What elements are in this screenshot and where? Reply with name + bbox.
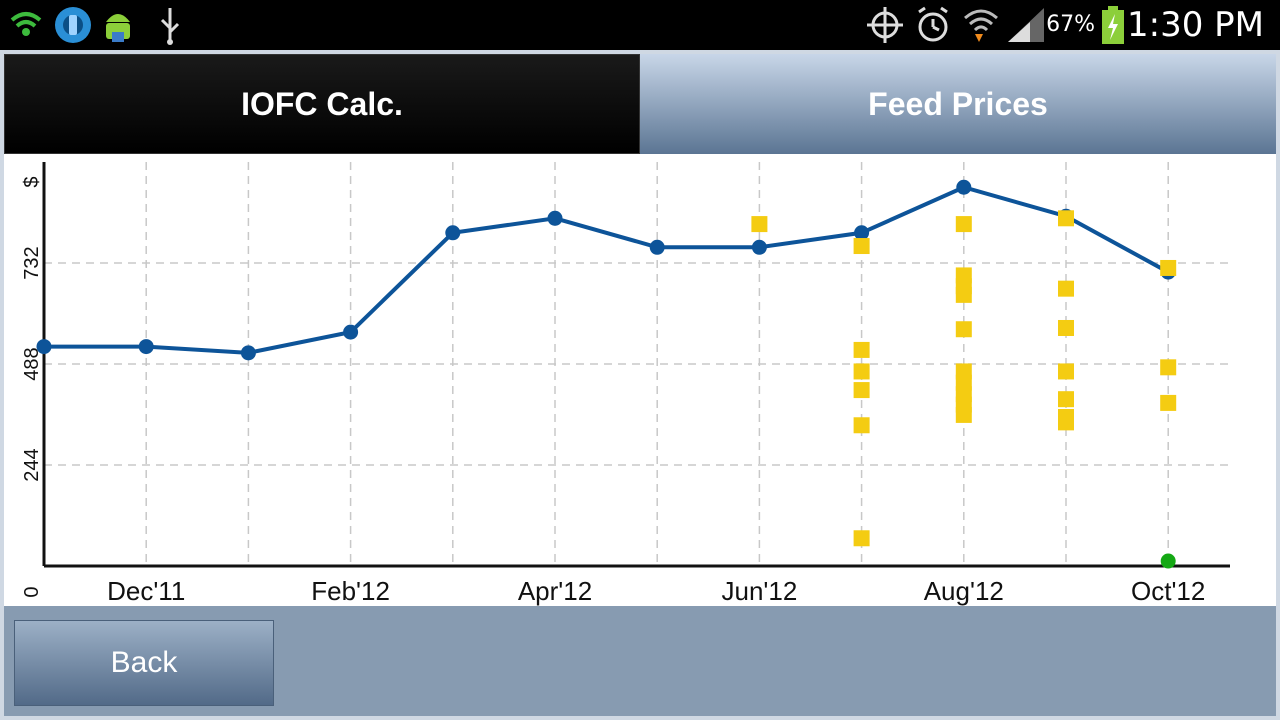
chart-axes (42, 162, 1230, 568)
chart-grid (44, 162, 1230, 566)
line-point (751, 239, 767, 255)
y-axis-label: $ (21, 176, 43, 187)
y-tick-label: 732 (21, 246, 43, 279)
x-tick-label: Dec'11 (107, 576, 185, 606)
line-point (240, 345, 256, 361)
tab-iofc-calc[interactable]: IOFC Calc. (4, 54, 640, 154)
line-point (36, 339, 52, 355)
scatter-square-point (955, 321, 972, 338)
scatter-square-point (1058, 391, 1074, 408)
y-tick-label: 488 (21, 347, 43, 380)
chart-area: Dec'11 Feb'12 Apr'12 Jun'12 Aug'12 Oct'12 0 24… (4, 154, 1276, 606)
y-tick-label: 0 (21, 586, 43, 597)
android-icon (106, 14, 130, 42)
wifi-icon (10, 12, 42, 36)
battery-percent: 67% (1046, 12, 1095, 37)
cell-signal-icon (1008, 8, 1044, 42)
scatter-square-point (853, 363, 870, 380)
scatter-square-point (853, 341, 870, 358)
x-tick-label: Jun'12 (721, 576, 797, 606)
alarm-icon (918, 6, 948, 42)
tab-bar: IOFC Calc. Feed Prices (4, 54, 1276, 154)
scatter-square-point (955, 216, 972, 233)
wifi-signal-icon (964, 9, 998, 42)
scatter-square-point (1160, 394, 1177, 411)
scatter-square-point (853, 530, 870, 547)
line-point (547, 210, 563, 226)
line-point (343, 324, 359, 340)
usb-icon (160, 8, 180, 45)
scatter-circle-point (1160, 553, 1176, 569)
scatter-square-point (751, 216, 768, 233)
tab-feed-prices[interactable]: Feed Prices (640, 54, 1276, 154)
series-line (44, 185, 1170, 355)
x-tick-label: Apr'12 (518, 576, 592, 606)
scatter-square-point (1058, 210, 1074, 227)
chart-series (36, 179, 1177, 569)
scatter-square-point (853, 238, 870, 255)
line-point (854, 225, 870, 241)
x-tick-labels: Dec'11 Feb'12 Apr'12 Jun'12 Aug'12 Oct'12 (107, 576, 1205, 606)
scatter-square-point (1058, 363, 1074, 380)
scatter-square-point (955, 406, 972, 423)
y-tick-labels: 0 244 488 732 $ (21, 176, 43, 597)
scatter-square-point (1160, 259, 1177, 276)
line-point (956, 179, 972, 195)
line-point (649, 239, 665, 255)
scatter-square-point (853, 382, 870, 399)
clock: 1:30 PM (1127, 5, 1264, 45)
scatter-square-point (955, 286, 972, 303)
back-button[interactable]: Back (14, 620, 274, 706)
x-tick-label: Feb'12 (311, 576, 390, 606)
status-bar: 67% 1:30 PM (0, 0, 1280, 50)
scatter-square-point (1160, 359, 1177, 376)
line-point (138, 339, 154, 355)
bottom-bar: Back (4, 606, 1276, 716)
y-tick-label: 244 (21, 448, 43, 481)
x-tick-label: Aug'12 (924, 576, 1004, 606)
price-chart: Dec'11 Feb'12 Apr'12 Jun'12 Aug'12 Oct'12 0 24… (21, 162, 1230, 606)
settings-phone-icon (55, 7, 91, 43)
line-point (445, 225, 461, 241)
scatter-square-point (1058, 414, 1074, 431)
gps-icon (867, 7, 903, 43)
scatter-square-point (1058, 319, 1074, 336)
x-tick-label: Oct'12 (1131, 576, 1205, 606)
battery-charging-icon (1102, 6, 1124, 44)
scatter-square-point (853, 417, 870, 434)
scatter-square-point (1058, 280, 1074, 297)
